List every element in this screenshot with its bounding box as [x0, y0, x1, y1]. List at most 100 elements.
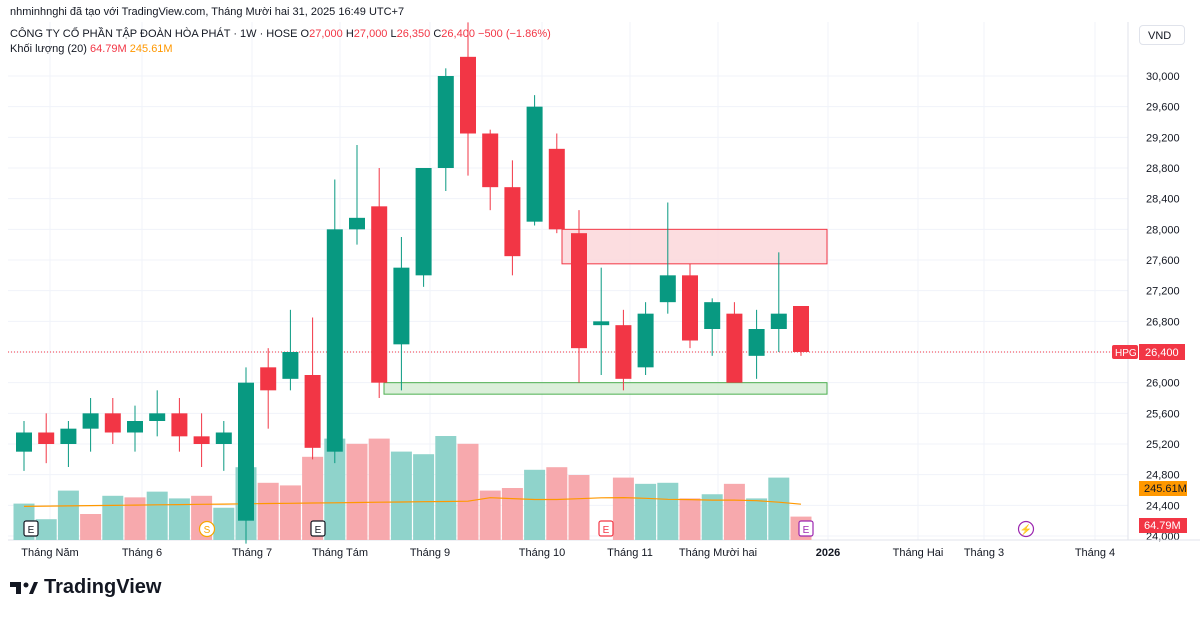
volume-value: 64.79M [90, 43, 127, 55]
y-tick-label: 27,200 [1146, 286, 1180, 298]
y-tick-label: 25,200 [1146, 439, 1180, 451]
y-tick-label: 29,200 [1146, 132, 1180, 144]
tradingview-logo[interactable]: TradingView [10, 576, 161, 599]
y-tick-label: 24,800 [1146, 470, 1180, 482]
y-tick-label: 24,400 [1146, 500, 1180, 512]
event-marker [23, 520, 39, 537]
volume-bar [368, 438, 390, 540]
low-value: 26,350 [396, 28, 431, 40]
volume-bar [146, 491, 168, 540]
x-tick-label: Tháng 4 [1075, 547, 1115, 559]
candle-body [548, 148, 565, 230]
volume-bar [546, 467, 568, 540]
event-marker-label: S [204, 525, 211, 536]
volume-bar [102, 495, 124, 540]
event-marker [798, 520, 814, 537]
volume-bar [746, 498, 768, 540]
candle-body [437, 76, 454, 168]
candle-body [793, 306, 809, 352]
event-marker [1017, 520, 1035, 538]
candle-body [149, 413, 166, 421]
candle-body [171, 413, 188, 437]
symbol-title: CÔNG TY CỔ PHẦN TẬP ĐOÀN HÒA PHÁT · 1W ·… [10, 28, 298, 40]
candle-body [104, 413, 121, 433]
volume-bar [213, 507, 235, 540]
candle-body [16, 432, 32, 452]
candle-body [571, 233, 587, 349]
volume-last-badge-bg [1139, 518, 1187, 533]
volume-bar [479, 490, 501, 540]
x-tick-label: Tháng 6 [122, 547, 162, 559]
candle-body [238, 382, 254, 521]
volume-bar [501, 488, 523, 540]
support-zone [383, 382, 828, 395]
candle-body [770, 313, 787, 329]
volume-bar [635, 483, 657, 540]
volume-bar [35, 519, 57, 540]
candle-body [82, 413, 99, 429]
resistance-zone [561, 228, 828, 265]
event-marker-label: E [603, 525, 610, 536]
open-label: O [300, 28, 310, 40]
currency-button[interactable]: VND [1139, 25, 1185, 45]
volume-bar [57, 490, 79, 540]
y-tick-label: 27,600 [1146, 255, 1180, 267]
candle-body [415, 168, 432, 276]
high-value: 27,000 [353, 28, 388, 40]
candle-body [526, 106, 543, 222]
x-tick-label: Tháng 9 [410, 547, 450, 559]
symbol-legend: CÔNG TY CỔ PHẦN TẬP ĐOÀN HÒA PHÁT · 1W ·… [10, 28, 551, 40]
volume-bar [390, 451, 412, 540]
volume-bar [257, 482, 279, 540]
candle-body [193, 436, 210, 444]
x-tick-label: Tháng 11 [607, 547, 653, 559]
volume-bar [324, 438, 346, 540]
y-tick-label: 26,000 [1146, 378, 1180, 390]
candle-body [127, 421, 143, 433]
close-label: C [433, 28, 442, 40]
volume-ma-line [23, 496, 802, 507]
open-value: 27,000 [309, 28, 343, 40]
x-tick-label: Tháng Hai [893, 547, 944, 559]
footer-brand: TradingView [44, 576, 162, 598]
candle-body [659, 275, 676, 303]
symbol-badge: HPG [1115, 348, 1137, 359]
candle-body [282, 352, 299, 379]
last-price-badge-bg [1139, 344, 1185, 360]
volume-bar [413, 454, 435, 540]
volume-bar [657, 482, 679, 540]
candle-body [215, 432, 232, 444]
volume-last-badge: 64.79M [1144, 520, 1181, 532]
volume-legend: Khối lượng (20) 64.79M 245.61M [10, 43, 173, 55]
volume-bar [568, 475, 590, 540]
candle-body [393, 267, 410, 345]
event-marker-label: E [28, 525, 35, 536]
event-marker-label: E [803, 525, 810, 536]
x-tick-label: 2026 [816, 547, 840, 559]
symbol-badge-bg [1112, 345, 1138, 359]
volume-bar [723, 483, 745, 540]
y-tick-label: 28,000 [1146, 224, 1180, 236]
x-tick-label: Tháng 3 [964, 547, 1004, 559]
volume-bar [679, 498, 701, 540]
volume-bar [457, 443, 479, 540]
candle-body [304, 375, 321, 448]
candle-body [704, 302, 721, 329]
candle-body [371, 206, 388, 383]
volume-bar [124, 497, 146, 540]
event-marker [198, 520, 216, 538]
tradingview-logo-icon [10, 581, 38, 594]
candle-body [615, 325, 632, 379]
x-tick-label: Tháng 7 [232, 547, 272, 559]
volume-bar [612, 477, 634, 540]
y-tick-label: 25,600 [1146, 408, 1180, 420]
high-label: H [345, 28, 354, 40]
candle-body [326, 229, 343, 452]
event-marker-label: E [315, 525, 322, 536]
y-tick-label: 28,800 [1146, 163, 1180, 175]
change-value: −500 (−1.86%) [478, 28, 551, 40]
y-tick-label: 29,600 [1146, 102, 1180, 114]
candle-body [748, 329, 765, 356]
